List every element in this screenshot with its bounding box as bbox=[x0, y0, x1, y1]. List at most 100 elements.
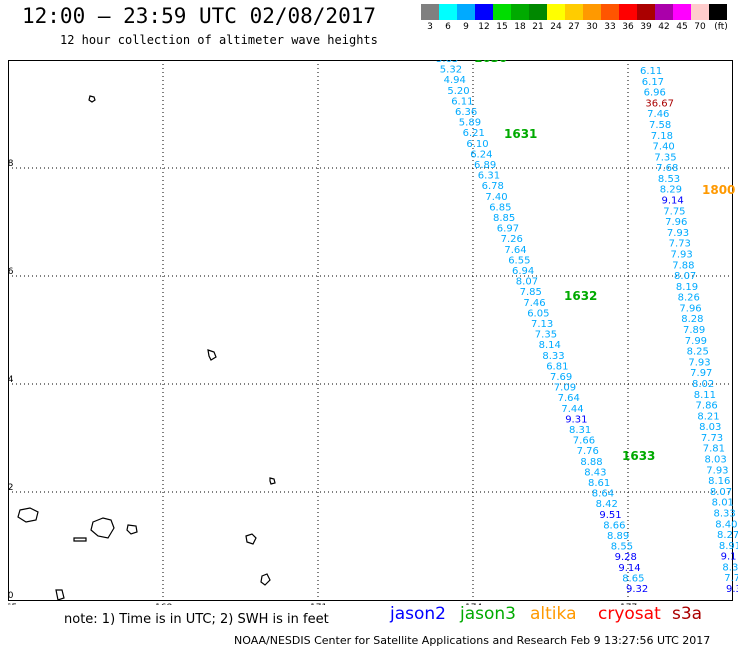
swh-value: 8.19 bbox=[676, 282, 698, 293]
legend-label: (ft) bbox=[714, 22, 728, 32]
swh-value: 8.07 bbox=[710, 487, 732, 498]
island-outline bbox=[88, 95, 96, 103]
legend-label: 21 bbox=[532, 22, 544, 32]
swh-value: 6.81 bbox=[546, 361, 568, 372]
swh-value: 8.03 bbox=[705, 455, 727, 466]
swh-value: 5.20 bbox=[447, 86, 469, 97]
y-tick-label: 18 bbox=[8, 159, 14, 169]
legend-swatch bbox=[511, 4, 529, 20]
swh-value: 8.07 bbox=[516, 277, 538, 288]
swh-value: 7.40 bbox=[653, 142, 675, 153]
swh-value: 7.73 bbox=[701, 433, 723, 444]
legend-swatch bbox=[421, 4, 439, 20]
swh-value: 8.89 bbox=[607, 531, 629, 542]
legend-swatch bbox=[583, 4, 601, 20]
legend-label: 33 bbox=[604, 22, 616, 32]
x-tick-label: 168 bbox=[155, 603, 172, 605]
swh-value: 7.46 bbox=[647, 109, 669, 120]
swh-value: 7.13 bbox=[531, 319, 553, 330]
swh-value: 8.33 bbox=[542, 351, 564, 362]
swh-value: 7.44 bbox=[561, 404, 583, 415]
swh-value: 36.67 bbox=[645, 98, 674, 109]
legend-swatch bbox=[547, 4, 565, 20]
legend-label: 12 bbox=[478, 22, 490, 32]
swh-value: 7.96 bbox=[679, 303, 701, 314]
swh-value: 8.55 bbox=[611, 542, 633, 553]
legend-label: 3 bbox=[427, 22, 433, 32]
swh-value: 8.02 bbox=[692, 379, 714, 390]
legend-swatch bbox=[475, 4, 493, 20]
swh-value: 6.85 bbox=[489, 202, 511, 213]
x-tick-label: 174 bbox=[465, 603, 482, 605]
map-subtitle: 12 hour collection of altimeter wave hei… bbox=[60, 33, 378, 47]
swh-value: 7.75 bbox=[663, 206, 685, 217]
swh-value: 7.81 bbox=[703, 444, 725, 455]
swh-value: 8.21 bbox=[697, 411, 719, 422]
swh-value: 8.91 bbox=[719, 541, 738, 552]
swh-value: 5.63 bbox=[436, 60, 458, 65]
swh-value: 7.85 bbox=[520, 287, 542, 298]
legend-swatch bbox=[457, 4, 475, 20]
map-frame bbox=[8, 60, 733, 601]
footnote: note: 1) Time is in UTC; 2) SWH is in fe… bbox=[64, 612, 329, 627]
swh-value: 7.73 bbox=[669, 239, 691, 250]
swh-value: 6.36 bbox=[455, 107, 477, 118]
swh-value: 7.18 bbox=[651, 131, 673, 142]
legend-swatch bbox=[493, 4, 511, 20]
swh-value: 8.40 bbox=[715, 519, 737, 530]
swh-value: 9.51 bbox=[599, 510, 621, 521]
swh-value: 7.96 bbox=[665, 217, 687, 228]
swh-value: 8.11 bbox=[694, 390, 716, 401]
x-tick-label: 171 bbox=[310, 603, 327, 605]
legend-label: 24 bbox=[550, 22, 562, 32]
legend-swatch bbox=[655, 4, 673, 20]
swh-value: 8.42 bbox=[596, 499, 618, 510]
pass-time-label: 1631 bbox=[504, 127, 537, 141]
legend-swatch bbox=[529, 4, 547, 20]
island-outline bbox=[126, 524, 138, 535]
swh-value: 6.11 bbox=[451, 96, 473, 107]
island-outline bbox=[55, 589, 65, 601]
credit-line: NOAA/NESDIS Center for Satellite Applica… bbox=[234, 634, 711, 647]
swh-value: 7.7 bbox=[724, 573, 738, 584]
legend-label: 30 bbox=[586, 22, 598, 32]
legend-label: 45 bbox=[676, 22, 688, 32]
swh-value: 9.31 bbox=[565, 414, 587, 425]
swh-value: 9.14 bbox=[662, 196, 684, 207]
altimeter-map: 1651681711741772018161412105.635.324.945… bbox=[8, 60, 738, 605]
satellite-s3a: s3a bbox=[672, 604, 703, 624]
swh-value: 8.27 bbox=[717, 530, 738, 541]
swh-value: 6.17 bbox=[642, 77, 664, 88]
swh-value: 5.32 bbox=[440, 65, 462, 76]
swh-value: 9.28 bbox=[615, 552, 637, 563]
legend-label: 27 bbox=[568, 22, 580, 32]
satellite-jason2: jason2 bbox=[390, 604, 446, 624]
pass-time-label: 1800 bbox=[702, 183, 735, 197]
pass-time-label: 1633 bbox=[622, 449, 655, 463]
swh-value: 6.96 bbox=[644, 88, 666, 99]
legend-swatch bbox=[691, 4, 709, 20]
swh-value: 8.16 bbox=[708, 476, 730, 487]
legend-label: 18 bbox=[514, 22, 526, 32]
island-outline bbox=[260, 573, 271, 586]
swh-value: 8.43 bbox=[584, 467, 606, 478]
legend-label: 36 bbox=[622, 22, 634, 32]
swh-value: 7.93 bbox=[706, 465, 728, 476]
satellite-cryosat: cryosat bbox=[598, 604, 661, 624]
swh-value: 6.05 bbox=[527, 308, 549, 319]
swh-value: 8.88 bbox=[580, 457, 602, 468]
swh-value: 5.89 bbox=[459, 118, 481, 129]
swh-value: 7.35 bbox=[654, 152, 676, 163]
swh-value: 8.31 bbox=[569, 425, 591, 436]
y-tick-label: 12 bbox=[8, 483, 13, 493]
swh-value: 7.09 bbox=[554, 383, 576, 394]
swh-value: 7.58 bbox=[649, 120, 671, 131]
color-legend-labels: 3 6 9 12 15 18 21 24 27 30 33 36 39 42 45 70 (ft) bbox=[421, 22, 733, 32]
swh-value: 7.69 bbox=[550, 372, 572, 383]
swh-value: 6.97 bbox=[497, 224, 519, 235]
swh-value: 8.65 bbox=[622, 573, 644, 584]
swh-value: 8.29 bbox=[660, 185, 682, 196]
swh-value: 8.01 bbox=[712, 498, 734, 509]
swh-value: 7.86 bbox=[696, 401, 718, 412]
y-tick-label: 20 bbox=[8, 60, 14, 61]
